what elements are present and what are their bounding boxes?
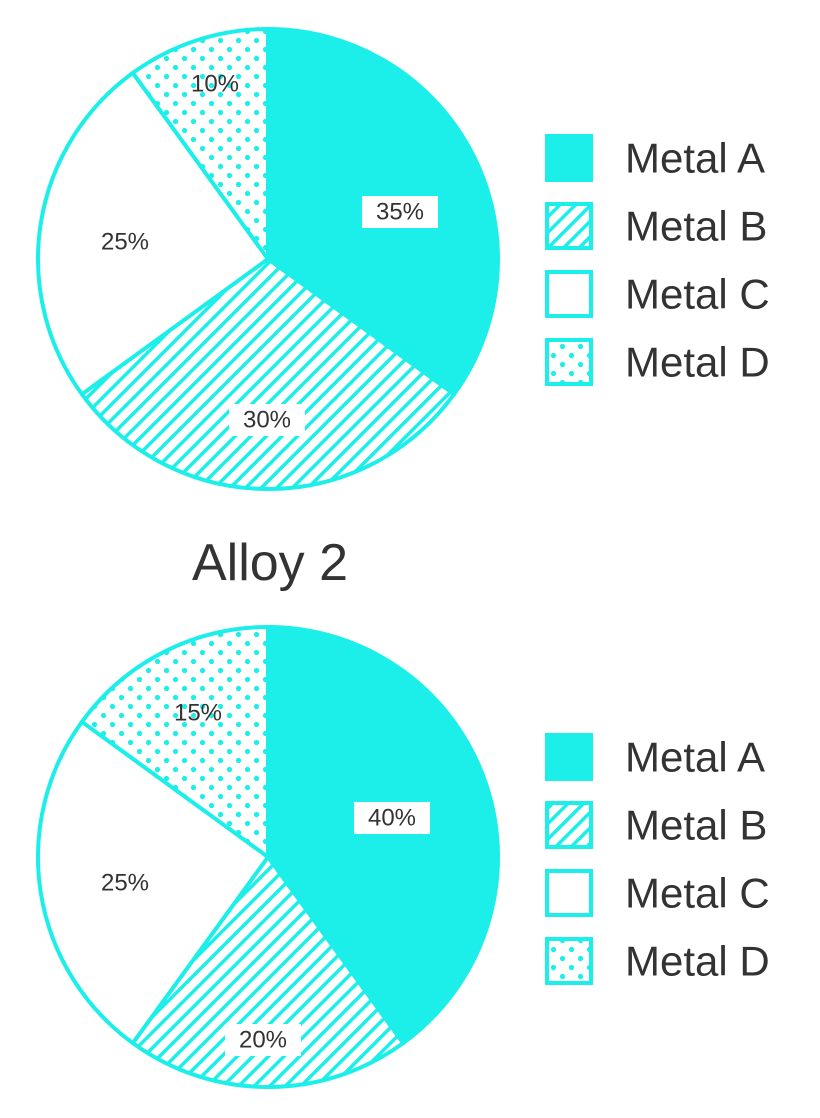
slice-label: 10% (191, 71, 239, 98)
slice-label: 15% (174, 700, 222, 727)
pie-slice-metal-b (130, 855, 406, 1089)
slice-label: 25% (101, 870, 149, 897)
slice-label-background (229, 404, 305, 436)
legend-label: Metal B (625, 802, 767, 849)
legend-label: Metal D (625, 938, 770, 985)
legend-label: Metal A (625, 135, 765, 182)
pie-slice-metal-b (79, 257, 457, 491)
pie-slice-metal-a (266, 625, 500, 1046)
slice-label: 35% (376, 199, 424, 226)
legend-label: Metal B (625, 203, 767, 250)
legend-swatch-metal-c (545, 270, 593, 318)
legend-swatch-metal-b (545, 202, 593, 250)
slice-label: 40% (368, 805, 416, 832)
slice-label: 30% (243, 407, 291, 434)
pie-slice-metal-c (36, 719, 270, 1046)
slice-label-background (362, 196, 438, 228)
slice-label-background (354, 802, 430, 834)
legend-swatch-metal-d (545, 338, 593, 386)
slice-label: 25% (101, 229, 149, 256)
pie-chart-1: 35% 30% 25% 10% Metal A Metal B Metal C Metal D (36, 27, 770, 491)
legend-label: Metal C (625, 271, 770, 318)
slice-label: 20% (239, 1027, 287, 1054)
pie-chart-2: 40% 20% 25% 15% Metal A Metal B Metal C Metal D (36, 625, 770, 1089)
legend-label: Metal A (625, 734, 765, 781)
legend-label: Metal D (625, 339, 770, 386)
legend-swatch-metal-a (545, 134, 593, 182)
pie-slice-metal-c (36, 70, 270, 397)
pie-slice-metal-d (130, 27, 270, 261)
pie-slice-metal-d (79, 625, 270, 859)
legend-swatch-metal-d (545, 937, 593, 985)
legend-swatch-metal-b (545, 801, 593, 849)
legend-swatch-metal-a (545, 733, 593, 781)
legend-swatch-metal-c (545, 869, 593, 917)
legend-label: Metal C (625, 870, 770, 917)
slice-label-background (225, 1024, 301, 1056)
chart-title: Alloy 2 (192, 534, 348, 592)
